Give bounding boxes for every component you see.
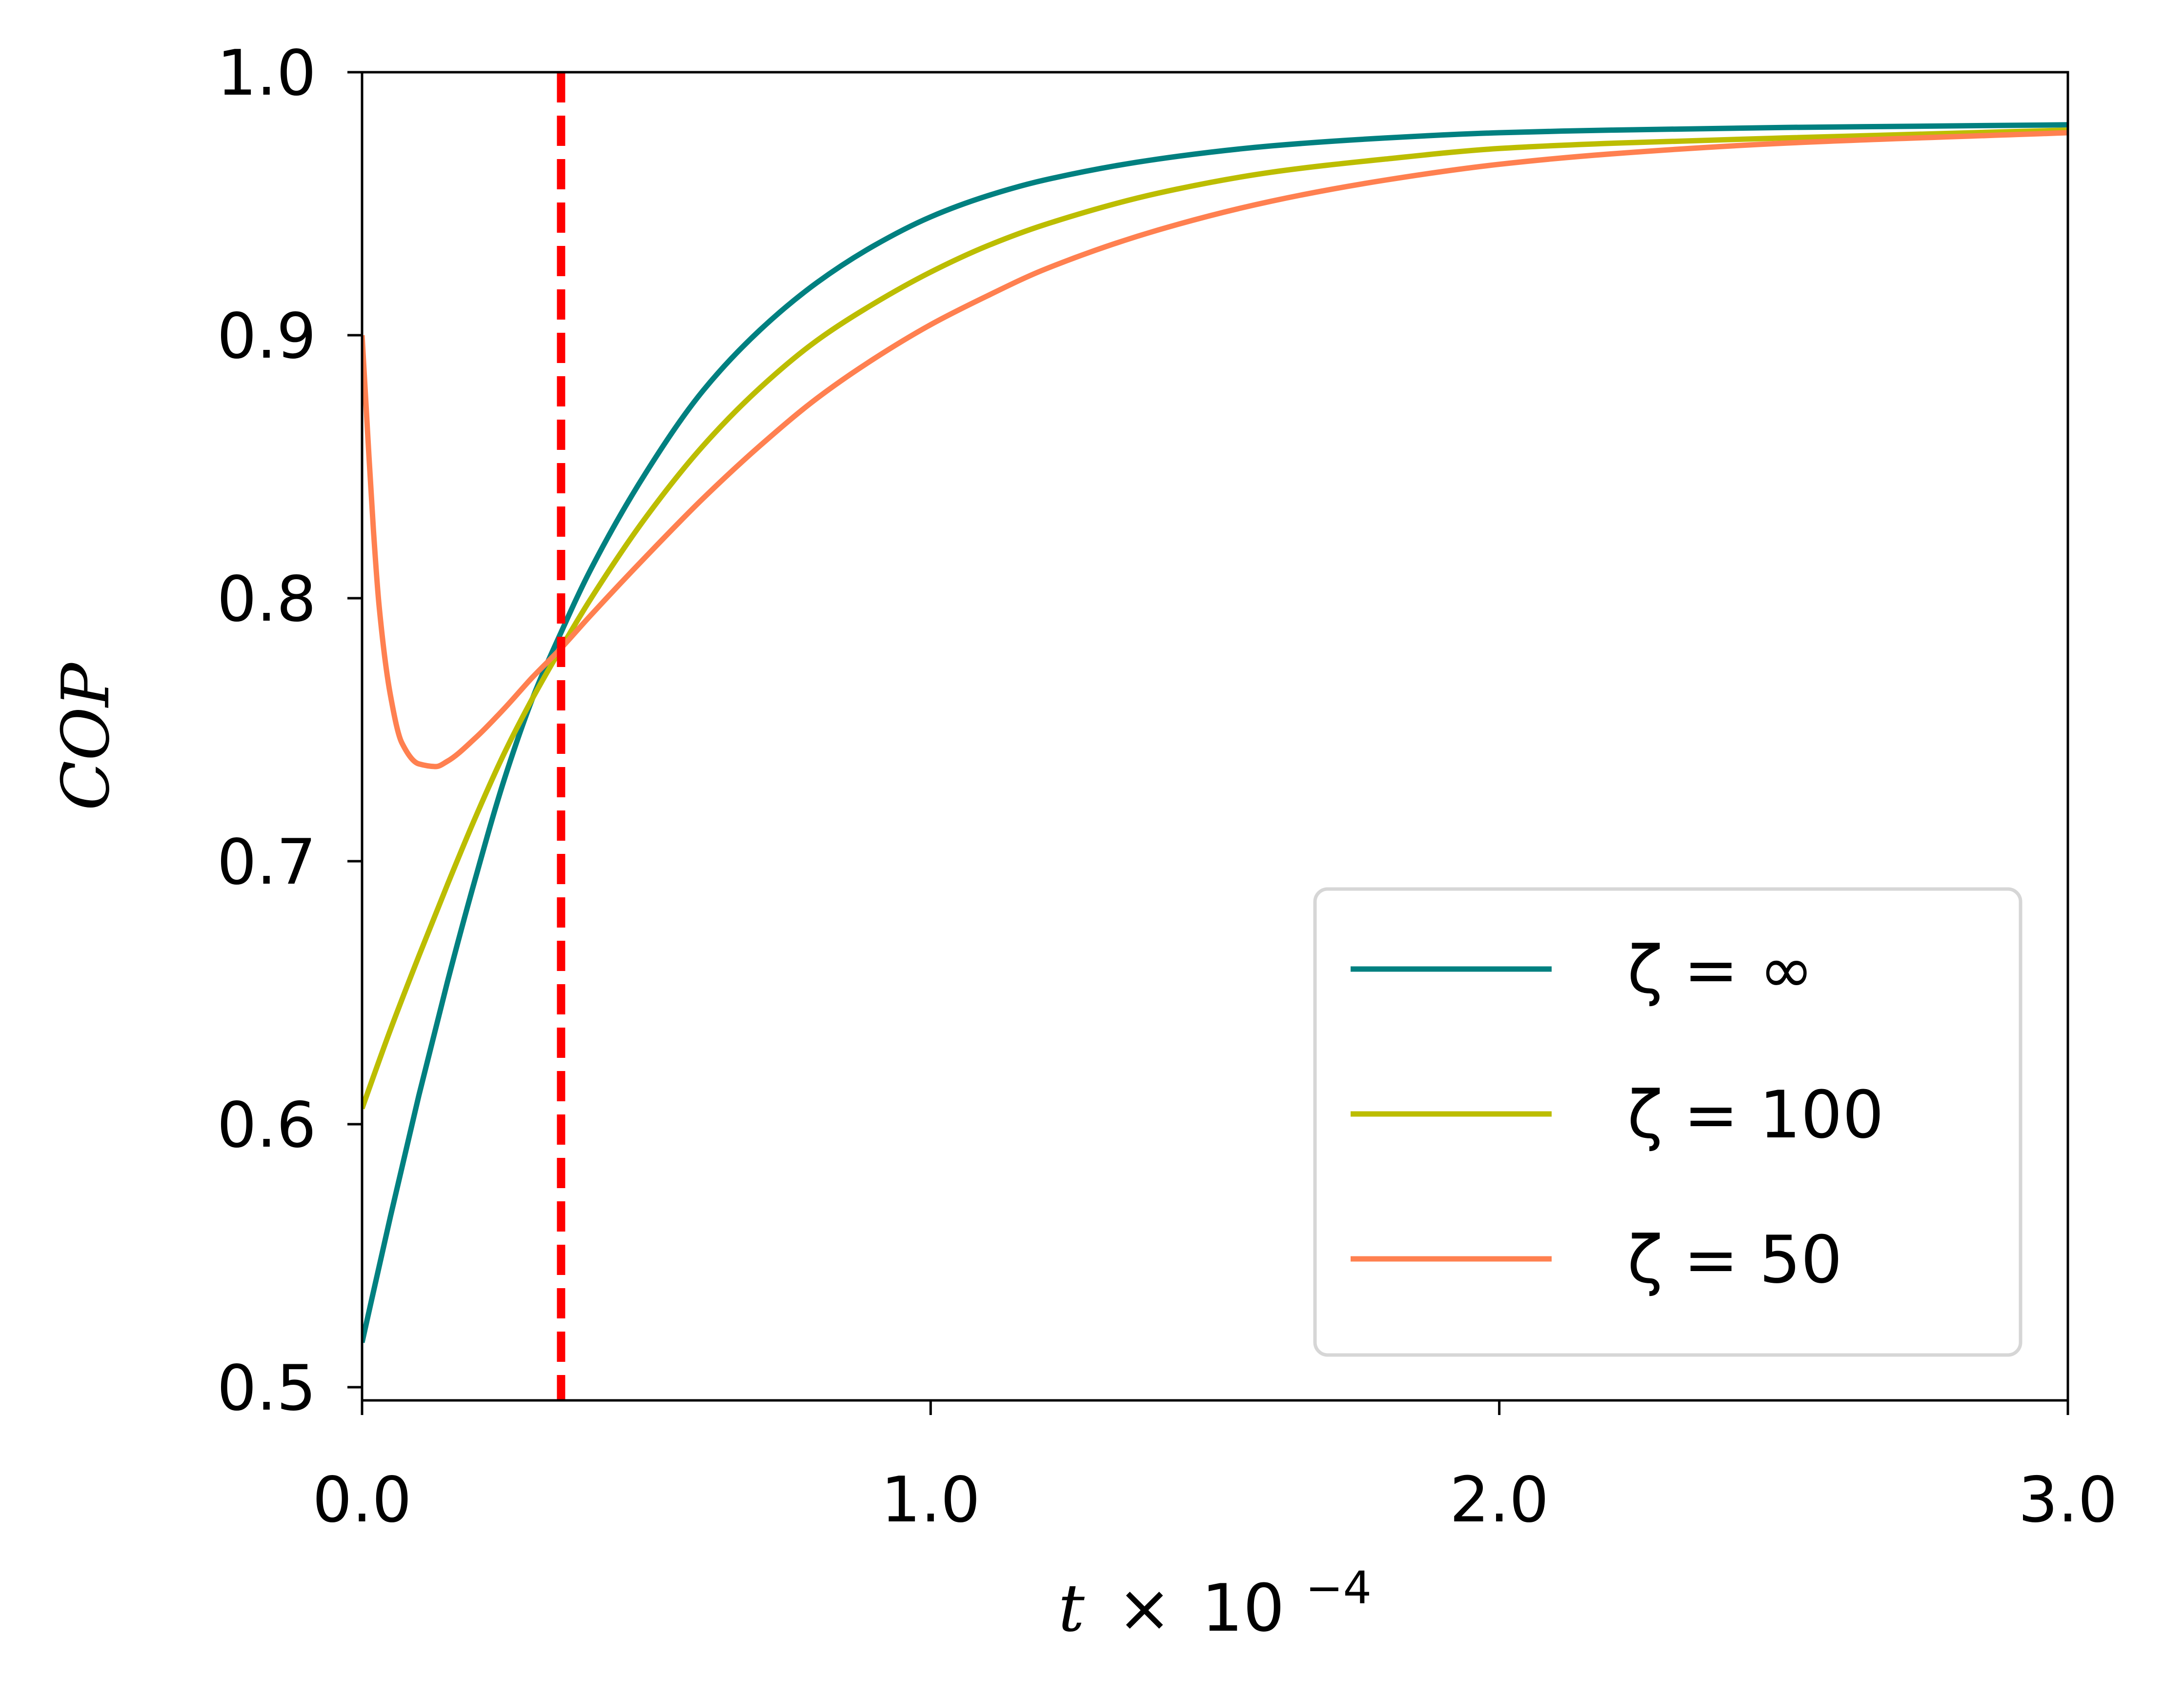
y-tick-label: 0.8 — [217, 563, 316, 636]
y-axis-title: COP — [48, 662, 124, 810]
legend-label-2: ζ = 100 — [1627, 1077, 1884, 1153]
legend-label-1: ζ = ∞ — [1627, 932, 1814, 1008]
x-tick-label: 2.0 — [1450, 1464, 1549, 1537]
series-line-3 — [362, 130, 2068, 769]
series-line-2 — [362, 127, 2068, 1110]
legend-label-3: ζ = 50 — [1627, 1222, 1842, 1298]
series-line-1 — [362, 122, 2068, 1343]
y-tick-label: 0.9 — [217, 300, 316, 373]
x-tick-label: 0.0 — [312, 1464, 412, 1537]
axes-layer: 0.0 1.0 2.0 3.0 0.5 0.6 0.7 0.8 0.9 1.0 — [217, 37, 2117, 1537]
legend: ζ = ∞ ζ = 100 ζ = 50 — [1313, 887, 2022, 1357]
x-axis-exponent: −4 — [1305, 1562, 1372, 1614]
legend-frame — [1313, 887, 2022, 1357]
y-tick-label: 0.6 — [217, 1089, 316, 1162]
series-layer — [362, 122, 2068, 1343]
y-tick-label: 0.5 — [217, 1352, 316, 1425]
x-axis-times: × — [1117, 1570, 1172, 1646]
x-axis-base: 10 — [1201, 1570, 1285, 1646]
y-tick-label: 1.0 — [217, 37, 316, 110]
plot-frame — [361, 71, 2069, 1402]
x-tick-label: 1.0 — [881, 1464, 981, 1537]
y-tick-label: 0.7 — [217, 826, 316, 899]
x-axis-title: t × 10 −4 — [1058, 1562, 1372, 1646]
x-tick-label: 3.0 — [2018, 1464, 2118, 1537]
x-axis-var: t — [1058, 1570, 1085, 1646]
